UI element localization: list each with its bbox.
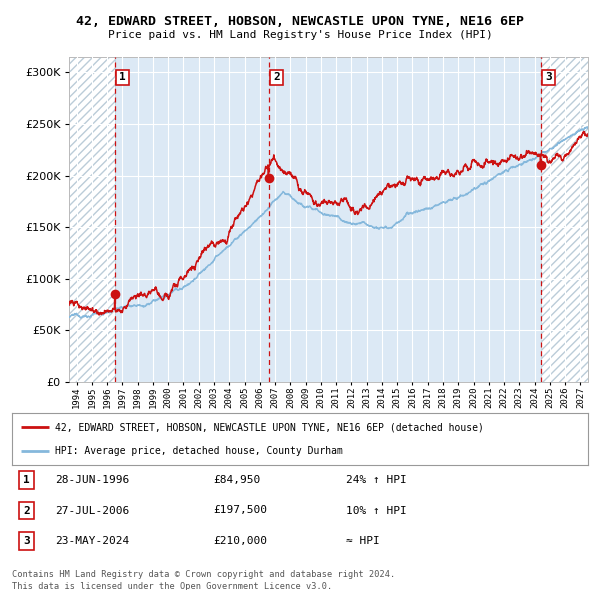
Bar (69, 57, 115, 382)
Text: 42, EDWARD STREET, HOBSON, NEWCASTLE UPON TYNE, NE16 6EP: 42, EDWARD STREET, HOBSON, NEWCASTLE UPO… (76, 15, 524, 28)
Bar (541, 57, 588, 382)
Text: 23-MAY-2024: 23-MAY-2024 (55, 536, 130, 546)
Text: 42, EDWARD STREET, HOBSON, NEWCASTLE UPON TYNE, NE16 6EP (detached house): 42, EDWARD STREET, HOBSON, NEWCASTLE UPO… (55, 422, 484, 432)
Text: £197,500: £197,500 (214, 506, 268, 516)
Text: Contains HM Land Registry data © Crown copyright and database right 2024.: Contains HM Land Registry data © Crown c… (12, 570, 395, 579)
Text: 1: 1 (23, 475, 30, 485)
Text: 28-JUN-1996: 28-JUN-1996 (55, 475, 130, 485)
Text: 3: 3 (545, 73, 552, 83)
Text: 24% ↑ HPI: 24% ↑ HPI (346, 475, 407, 485)
Text: 1: 1 (119, 73, 126, 83)
Text: £210,000: £210,000 (214, 536, 268, 546)
Text: 10% ↑ HPI: 10% ↑ HPI (346, 506, 407, 516)
Bar (541, 57, 588, 382)
Text: This data is licensed under the Open Government Licence v3.0.: This data is licensed under the Open Gov… (12, 582, 332, 590)
Text: HPI: Average price, detached house, County Durham: HPI: Average price, detached house, Coun… (55, 446, 343, 456)
Text: 27-JUL-2006: 27-JUL-2006 (55, 506, 130, 516)
Text: Price paid vs. HM Land Registry's House Price Index (HPI): Price paid vs. HM Land Registry's House … (107, 30, 493, 40)
Bar (69, 57, 115, 382)
Text: £84,950: £84,950 (214, 475, 261, 485)
Text: 3: 3 (23, 536, 30, 546)
Bar (115, 57, 541, 382)
Text: ≈ HPI: ≈ HPI (346, 536, 380, 546)
Text: 2: 2 (23, 506, 30, 516)
Text: 2: 2 (273, 73, 280, 83)
